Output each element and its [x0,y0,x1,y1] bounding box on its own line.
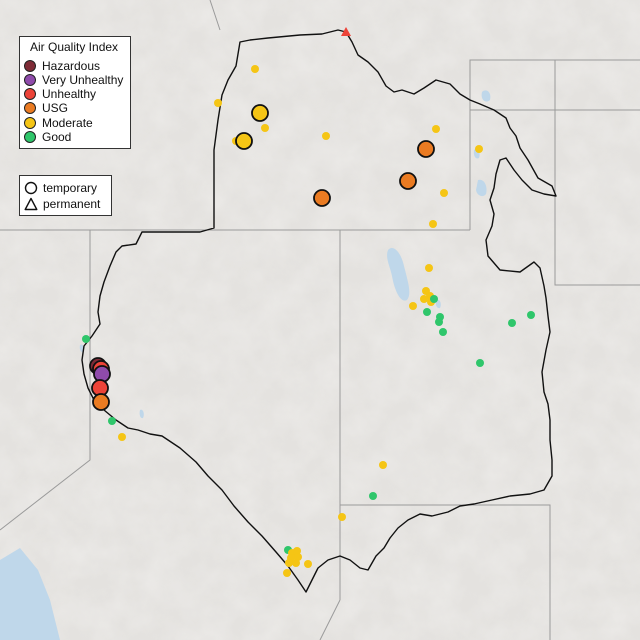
monitor-point [476,359,484,367]
monitor-point [369,492,377,500]
legend-item-permanent: permanent [24,197,100,211]
monitor-point [417,140,435,158]
legend-label: Very Unhealthy [42,73,124,87]
monitor-point [425,264,433,272]
monitor-point [292,559,300,567]
monitor-point [409,302,417,310]
monitor-point [475,145,483,153]
monitor-point [82,335,90,343]
monitors-large[interactable] [89,104,435,411]
monitor-point [527,311,535,319]
moderate-swatch-icon [24,117,36,129]
monitor-point [293,547,301,555]
legend-item-moderate: Moderate [24,116,93,130]
good-swatch-icon [24,131,36,143]
monitor-point [338,513,346,521]
monitor-point [261,124,269,132]
legend-label: USG [42,101,69,115]
legend-label: Moderate [42,116,93,130]
monitor-point [92,393,110,411]
aqi-legend: Air Quality Index Hazardous Very Unhealt… [19,36,131,149]
very-unhealthy-swatch-icon [24,74,36,86]
legend-label: Unhealthy [42,87,97,101]
monitor-point [322,132,330,140]
usg-swatch-icon [24,102,36,114]
legend-item-temporary: temporary [24,181,97,195]
legend-label: Good [42,130,72,144]
monitor-point [251,104,269,122]
circle-icon [24,181,38,195]
monitor-point [304,560,312,568]
monitor-point [435,318,443,326]
monitor-point [251,65,259,73]
legend-label: temporary [43,181,98,195]
monitors-small[interactable] [82,65,535,577]
legend-label: Hazardous [42,59,101,73]
legend-item-usg: USG [24,101,68,115]
legend-item-very-unhealthy: Very Unhealthy [24,73,123,87]
legend-title: Air Quality Index [30,40,119,54]
monitor-point [440,189,448,197]
unhealthy-swatch-icon [24,88,36,100]
monitor-point [214,99,222,107]
monitor-triangle[interactable] [341,27,351,36]
monitor-point [508,319,516,327]
legend-item-hazardous: Hazardous [24,59,100,73]
legend-item-good: Good [24,130,71,144]
monitor-point [399,172,417,190]
monitor-point [423,308,431,316]
monitor-point [285,559,293,567]
legend-label: permanent [43,197,101,211]
monitor-point [235,132,253,150]
legend-item-unhealthy: Unhealthy [24,87,96,101]
monitor-point [379,461,387,469]
lakes [79,90,491,556]
monitor-point [429,220,437,228]
monitor-point [118,433,126,441]
monitor-point [430,295,438,303]
region-outline [81,29,557,593]
monitor-point [313,189,331,207]
monitor-point [283,569,291,577]
ocean [0,548,60,640]
monitor-point [108,417,116,425]
monitor-point [420,295,428,303]
monitor-point [432,125,440,133]
monitor-type-legend: temporary permanent [19,175,112,216]
hazardous-swatch-icon [24,60,36,72]
monitor-point [439,328,447,336]
triangle-icon [24,197,38,211]
